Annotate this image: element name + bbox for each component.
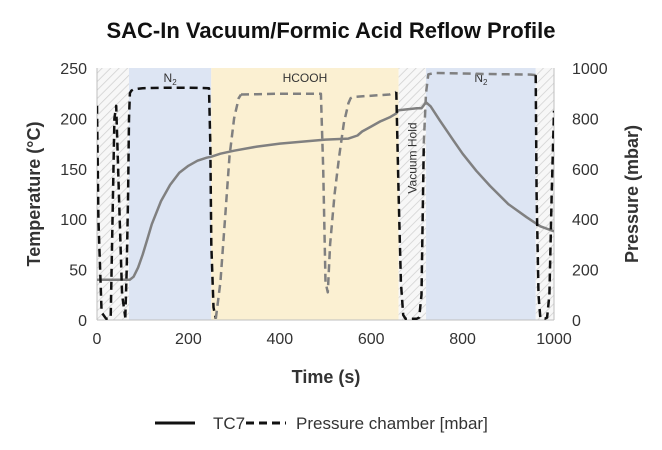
- x-tick-label: 800: [449, 331, 476, 348]
- chart-title: SAC-In Vacuum/Formic Acid Reflow Profile: [106, 18, 555, 43]
- y-right-tick-label: 0: [572, 313, 581, 330]
- region-5: [535, 68, 554, 320]
- legend-label-tc7: TC7: [213, 414, 245, 433]
- series-layer: [97, 71, 554, 320]
- region-4: [426, 68, 536, 320]
- x-tick-label: 1000: [536, 331, 572, 348]
- y-axis-left-title: Temperature (°C): [24, 122, 44, 267]
- region-label-2: HCOOH: [283, 71, 328, 85]
- y-left-tick-label: 50: [69, 263, 87, 280]
- legend: TC7 Pressure chamber [mbar]: [155, 414, 488, 433]
- y-right-tick-label: 1000: [572, 61, 608, 78]
- x-tick-label: 0: [93, 331, 102, 348]
- y-left-tick-label: 250: [60, 61, 87, 78]
- series-tc7-line: [97, 101, 554, 281]
- series-pressure-segment: [534, 75, 554, 320]
- x-tick-label: 600: [358, 331, 385, 348]
- y-right-tick-label: 200: [572, 263, 599, 280]
- y-right-tick-label: 400: [572, 212, 599, 229]
- y-left-tick-label: 200: [60, 111, 87, 128]
- region-label-4: N2: [474, 71, 488, 87]
- series-pressure-segment: [395, 91, 426, 320]
- legend-label-pressure: Pressure chamber [mbar]: [296, 414, 488, 433]
- x-axis-title: Time (s): [292, 367, 361, 387]
- series-pressure-segment: [124, 86, 218, 319]
- tick-labels: 0 200 400 600 800 100005010015020025002004006…: [60, 61, 607, 348]
- region-2: [211, 68, 399, 320]
- y-left-tick-label: 0: [78, 313, 87, 330]
- x-tick-label: 200: [175, 331, 202, 348]
- y-left-tick-label: 150: [60, 162, 87, 179]
- x-tick-label: 400: [266, 331, 293, 348]
- region-labels: N2 HCOOH Vacuum Hold N2: [164, 71, 488, 194]
- region-1: [128, 68, 212, 320]
- series-pressure-segment: [422, 71, 536, 144]
- region-label-1: N2: [164, 71, 178, 87]
- y-right-tick-label: 800: [572, 111, 599, 128]
- process-regions: [97, 68, 554, 320]
- y-right-tick-label: 600: [572, 162, 599, 179]
- region-label-3: Vacuum Hold: [405, 122, 419, 193]
- y-left-tick-label: 100: [60, 212, 87, 229]
- y-axis-right-title: Pressure (mbar): [622, 125, 642, 263]
- series-pressure-segment: [214, 93, 243, 319]
- series-pressure-segment: [240, 90, 397, 294]
- series-pressure-segment: [97, 104, 127, 320]
